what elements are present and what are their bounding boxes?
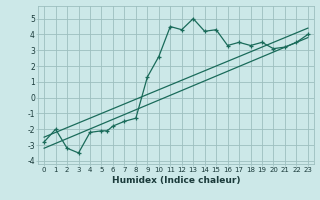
X-axis label: Humidex (Indice chaleur): Humidex (Indice chaleur) [112, 176, 240, 185]
